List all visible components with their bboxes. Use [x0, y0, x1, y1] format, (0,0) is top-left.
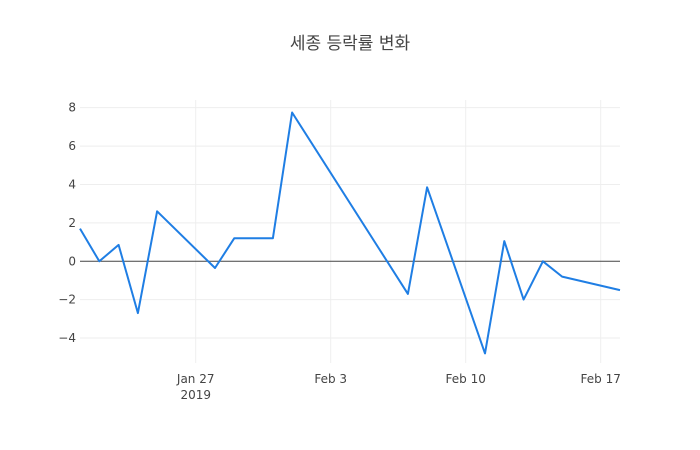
x-tick-label: Feb 10	[446, 372, 486, 386]
series-line	[79, 111, 621, 355]
y-tick-label: 4	[68, 177, 76, 191]
y-tick-label: 6	[68, 139, 76, 153]
x-tick-sublabel: 2019	[180, 388, 211, 402]
y-tick-label: 2	[68, 216, 76, 230]
x-tick-label: Feb 17	[581, 372, 621, 386]
x-gridlines	[195, 100, 602, 363]
chart-title: 세종 등락률 변화	[290, 34, 411, 54]
x-axis: Jan 27 2019 Feb 3 Feb 10 Feb 17	[176, 372, 621, 402]
y-tick-label: −4	[58, 331, 76, 345]
series-group	[79, 111, 621, 355]
y-gridlines	[80, 107, 620, 339]
x-tick-label: Feb 3	[314, 372, 347, 386]
x-tick-label: Jan 27	[176, 372, 215, 386]
y-axis: 8 6 4 2 0 −2 −4	[58, 101, 76, 345]
y-tick-label: 8	[68, 101, 76, 115]
y-tick-label: −2	[58, 293, 76, 307]
y-tick-label: 0	[68, 254, 76, 268]
